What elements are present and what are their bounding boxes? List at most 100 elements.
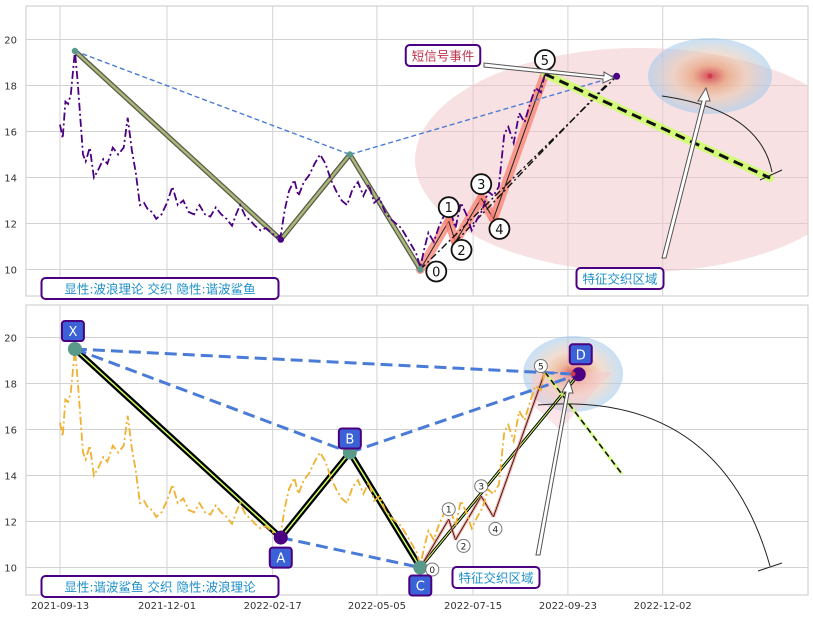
top-zone-label-frame	[575, 267, 665, 290]
bottom-harmonic-core-0	[74, 348, 282, 539]
top-arc	[661, 95, 773, 173]
top-y-tick-12: 12	[4, 220, 17, 231]
top-wave-label-0: 0	[432, 266, 440, 281]
bottom-projection-dashed	[544, 371, 623, 475]
bottom-dashed-ac	[280, 536, 421, 569]
top-legend-box-frame	[40, 277, 280, 300]
bottom-dashed-xd	[74, 347, 579, 376]
bottom-y-tick-14: 14	[4, 472, 17, 483]
top-dashdot-trend-2	[454, 83, 608, 243]
top-wave-label-4: 4	[495, 223, 503, 238]
bottom-pattern-text-D: D	[576, 348, 586, 363]
bottom-zone-label-text: 特征交织区域	[458, 571, 533, 586]
bottom-wave-marker-4	[488, 521, 503, 536]
top-harmonic-node-0	[71, 47, 79, 55]
bottom-pattern-text-X: X	[68, 325, 77, 340]
bottom-wave-label-5: 5	[538, 363, 544, 373]
top-zone-label-text: 特征交织区域	[582, 272, 657, 287]
top-signal-label-text: 短信号事件	[412, 49, 475, 64]
bottom-pattern-label-B: B	[337, 427, 362, 450]
bottom-wave-marker-0	[425, 562, 440, 577]
bottom-arc	[537, 403, 771, 567]
top-price-series	[59, 50, 546, 268]
top-harmonic-node-1	[277, 236, 284, 243]
top-wave-marker-1	[437, 196, 460, 219]
top-harmonic-leg-1	[279, 153, 351, 241]
bottom-y-tick-16: 16	[4, 426, 17, 437]
top-wave-line-4	[492, 73, 546, 220]
bottom-pattern-box-B	[337, 427, 362, 450]
bottom-wave-line-4	[493, 371, 546, 518]
top-dashed-bd	[349, 75, 617, 156]
bottom-pattern-box-D	[568, 343, 593, 366]
top-wave-label-1: 1	[445, 201, 453, 216]
top-legend-box-text: 显性:波浪理论 交织 隐性:谐波鲨鱼	[64, 282, 255, 297]
top-wave-line-0	[419, 220, 450, 270]
bottom-y-tick-10: 10	[4, 564, 17, 575]
bottom-wave-marker-2	[456, 538, 471, 553]
bottom-pink-zone	[532, 372, 612, 430]
bottom-wave-marker-1	[441, 502, 456, 517]
bottom-wave-marker-5	[533, 359, 548, 373]
top-signal-arrow	[483, 62, 616, 84]
bottom-grid	[26, 305, 808, 595]
bottom-node-d	[571, 367, 586, 382]
top-zone-label: 特征交织区域	[575, 267, 665, 290]
bottom-pattern-box-C	[408, 574, 433, 597]
x-tick-2021-09-13: 2021-09-13	[31, 601, 89, 612]
x-tick-2022-05-05: 2022-05-05	[348, 601, 406, 612]
bottom-pattern-text-C: C	[416, 580, 425, 595]
bottom-legend-box-text: 显性:谐波鲨鱼 交织 隐性:波浪理论	[64, 580, 256, 595]
top-projection-dashed	[544, 72, 771, 180]
bottom-zone-label-frame	[451, 566, 541, 589]
top-y-tick-10: 10	[4, 266, 17, 277]
x-tick-2022-07-15: 2022-07-15	[444, 601, 502, 612]
top-signal-label: 短信号事件	[404, 44, 482, 67]
bottom-wave-label-4: 4	[493, 525, 499, 535]
bottom-annotations: X A B C D 显性:谐波鲨鱼 交织 隐性:波浪理论 特征交织区域	[40, 320, 593, 598]
top-harmonic-node-3	[417, 266, 424, 273]
top-dashed-xb	[74, 50, 351, 156]
top-wave-label-5: 5	[541, 54, 549, 69]
top-wave-marker-3	[470, 173, 493, 196]
bottom-node-a	[273, 530, 288, 545]
bottom-wave-label-0: 0	[429, 566, 435, 576]
bottom-node-x	[67, 342, 82, 356]
bottom-pattern-label-A: A	[268, 546, 293, 569]
bottom-pattern-label-C: C	[408, 574, 433, 597]
bottom-pattern-label-D: D	[568, 343, 593, 366]
bottom-pattern-text-B: B	[345, 433, 354, 448]
bottom-wave-line-1	[448, 519, 456, 541]
bottom-y-tick-18: 18	[4, 380, 17, 391]
top-target-point	[613, 72, 621, 80]
top-wave-marker-4	[488, 217, 511, 240]
top-wave-label-2: 2	[457, 244, 465, 259]
top-zone-arrow	[661, 86, 711, 259]
bottom-dashed-xb	[74, 347, 351, 454]
bottom-glow-center	[570, 371, 576, 377]
top-legend-box: 显性:波浪理论 交织 隐性:谐波鲨鱼	[40, 277, 280, 300]
bottom-node-c	[413, 560, 428, 575]
bottom-pattern-box-X	[60, 320, 85, 342]
bottom-wave-line-0	[419, 518, 450, 568]
top-y-tick-16: 16	[4, 128, 17, 139]
x-tick-2022-09-23: 2022-09-23	[539, 601, 597, 612]
top-wave-marker-2	[450, 238, 473, 261]
x-tick-2021-12-01: 2021-12-01	[138, 601, 196, 612]
x-tick-2022-02-17: 2022-02-17	[244, 601, 302, 612]
bottom-wave-label-2: 2	[461, 542, 467, 552]
bottom-pattern-text-A: A	[276, 552, 285, 567]
bottom-x-tick-labels: 2021-09-13 2021-12-01 2022-02-17 2022-05-05…	[31, 601, 692, 612]
bottom-pattern-label-X: X	[60, 320, 85, 342]
top-signal-label-frame	[404, 44, 482, 67]
top-arc-tick	[759, 169, 783, 181]
top-harmonic-node-2	[346, 151, 354, 158]
bottom-harmonic-core-1	[280, 452, 351, 539]
bottom-wave-label-3: 3	[478, 483, 484, 493]
x-tick-2022-12-02: 2022-12-02	[634, 601, 692, 612]
bottom-arc-tick	[757, 562, 783, 572]
